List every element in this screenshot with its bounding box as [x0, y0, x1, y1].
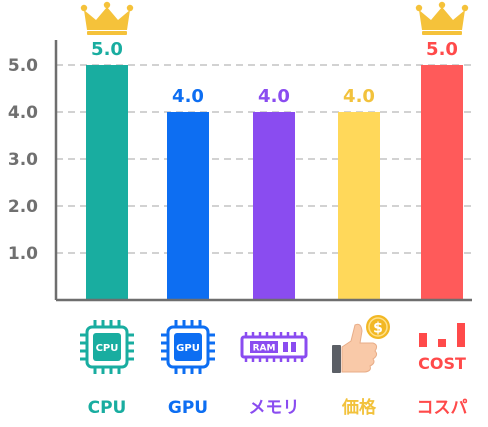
- ram-module-icon: RAM: [240, 332, 308, 362]
- crown-icon: [415, 1, 469, 35]
- bar-4: [338, 112, 380, 300]
- crown-markers: [80, 1, 469, 35]
- y-tick-label: 5.0: [8, 56, 38, 76]
- y-tick-label: 4.0: [8, 103, 38, 123]
- value-label: 5.0: [426, 39, 458, 60]
- category-label: GPU: [168, 398, 208, 418]
- bar-2: [167, 112, 209, 300]
- category-label: 価格: [341, 397, 377, 418]
- category-label: CPU: [88, 398, 127, 418]
- category-label: コスパ: [417, 398, 468, 418]
- gpu-chip-icon: GPU: [161, 320, 215, 374]
- bars: [86, 65, 463, 300]
- icon-text: GPU: [176, 343, 200, 354]
- y-tick-label: 1.0: [8, 244, 38, 264]
- y-tick-label: 3.0: [8, 150, 38, 170]
- category-icons: CPU GPU RAM $ COST: [80, 315, 466, 374]
- value-label: 5.0: [91, 39, 123, 60]
- bar-5: [421, 65, 463, 300]
- category-labels: CPU GPU メモリ 価格 コスパ: [88, 397, 468, 418]
- icon-text: RAM: [253, 344, 276, 354]
- icon-text: $: [373, 321, 383, 337]
- y-axis-ticks: 1.0 2.0 3.0 4.0 5.0: [8, 56, 38, 264]
- thumbs-up-coin-icon: $: [332, 315, 390, 373]
- crown-icon: [80, 1, 134, 35]
- bar-3: [253, 112, 295, 300]
- icon-text: CPU: [96, 343, 119, 354]
- cost-bars-icon: COST: [418, 323, 466, 373]
- value-label: 4.0: [343, 86, 375, 107]
- category-label: メモリ: [249, 398, 300, 418]
- value-labels: 5.0 4.0 4.0 4.0 5.0: [91, 39, 458, 107]
- bar-1: [86, 65, 128, 300]
- value-label: 4.0: [258, 86, 290, 107]
- y-tick-label: 2.0: [8, 197, 38, 217]
- axes: [54, 40, 472, 302]
- icon-text: COST: [418, 354, 466, 373]
- value-label: 4.0: [172, 86, 204, 107]
- cpu-chip-icon: CPU: [80, 320, 134, 374]
